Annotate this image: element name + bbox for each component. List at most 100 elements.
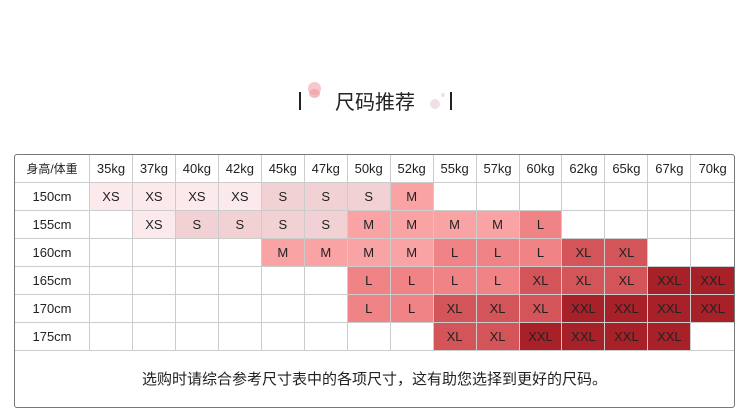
size-cell: XL (604, 238, 649, 267)
weight-header: 70kg (690, 155, 734, 183)
size-cell: S (346, 182, 391, 211)
size-cell: XXL (690, 294, 734, 323)
size-cell (303, 322, 348, 351)
size-cell (690, 238, 734, 267)
size-cell: S (303, 182, 348, 211)
size-cell: XXL (561, 322, 606, 351)
size-cell: M (389, 238, 434, 267)
size-cell (131, 322, 176, 351)
weight-header: 57kg (475, 155, 520, 183)
size-cell (174, 294, 219, 323)
size-cell (89, 266, 133, 295)
size-cell: M (475, 210, 520, 239)
height-label: 150cm (15, 182, 90, 211)
size-cell (604, 210, 649, 239)
table-row: 150cm XS XS XS XS S S S M (15, 182, 734, 211)
size-cell (89, 322, 133, 351)
size-cell (303, 294, 348, 323)
size-cell: XS (89, 182, 133, 211)
size-cell (690, 182, 734, 211)
size-cell: L (475, 238, 520, 267)
size-cell: XS (131, 210, 176, 239)
size-cell (89, 294, 133, 323)
size-cell (217, 294, 262, 323)
size-cell: L (518, 238, 563, 267)
size-cell: XXL (518, 322, 563, 351)
size-table: 身高/体重 35kg 37kg 40kg 42kg 45kg 47kg 50kg 52kg 55k… (15, 155, 734, 351)
height-label: 165cm (15, 266, 90, 295)
footer-note: 选购时请综合参考尺寸表中的各项尺寸，这有助您选择到更好的尺码。 (141, 370, 607, 388)
weight-header: 60kg (518, 155, 563, 183)
weight-header: 45kg (260, 155, 305, 183)
decorative-dot (430, 99, 440, 109)
size-cell: L (518, 210, 563, 239)
size-cell: M (346, 210, 391, 239)
header-row: 身高/体重 35kg 37kg 40kg 42kg 45kg 47kg 50kg 52kg 55k… (15, 155, 734, 183)
size-cell (647, 210, 692, 239)
size-cell: M (260, 238, 305, 267)
size-cell: XL (518, 266, 563, 295)
weight-header: 52kg (389, 155, 434, 183)
size-cell: XL (561, 266, 606, 295)
size-cell: XXL (647, 294, 692, 323)
size-cell (690, 210, 734, 239)
size-cell: S (260, 210, 305, 239)
table-row: 175cm XL XL XXL XXL XXL XXL (15, 322, 734, 351)
size-cell: S (217, 210, 262, 239)
size-cell (131, 238, 176, 267)
size-cell: XXL (604, 322, 649, 351)
size-cell (260, 294, 305, 323)
size-cell: XL (604, 266, 649, 295)
size-cell: XL (561, 238, 606, 267)
size-cell: XXL (604, 294, 649, 323)
size-cell (647, 238, 692, 267)
size-cell: L (432, 238, 477, 267)
size-cell (518, 182, 563, 211)
size-chart: 身高/体重 35kg 37kg 40kg 42kg 45kg 47kg 50kg 52kg 55k… (14, 154, 735, 408)
size-cell (131, 294, 176, 323)
table-row: 160cm M M M M L L L XL XL (15, 238, 734, 267)
weight-header: 37kg (131, 155, 176, 183)
size-cell (217, 238, 262, 267)
size-cell (174, 238, 219, 267)
size-cell: L (475, 266, 520, 295)
height-label: 155cm (15, 210, 90, 239)
size-cell: XL (432, 322, 477, 351)
size-cell: S (303, 210, 348, 239)
size-cell (389, 322, 434, 351)
size-cell: XXL (647, 322, 692, 351)
weight-header: 65kg (604, 155, 649, 183)
size-cell: XS (174, 182, 219, 211)
size-cell (131, 266, 176, 295)
weight-header: 55kg (432, 155, 477, 183)
size-cell (346, 322, 391, 351)
size-cell: XL (518, 294, 563, 323)
size-cell: S (174, 210, 219, 239)
height-label: 160cm (15, 238, 90, 267)
size-cell (303, 266, 348, 295)
size-cell (561, 182, 606, 211)
page-title: 尺码推荐 (335, 90, 415, 114)
size-cell: L (346, 266, 391, 295)
corner-label: 身高/体重 (15, 155, 90, 183)
size-cell: XL (475, 294, 520, 323)
size-cell: M (432, 210, 477, 239)
size-cell (647, 182, 692, 211)
size-cell (89, 238, 133, 267)
weight-header: 67kg (647, 155, 692, 183)
size-cell (217, 266, 262, 295)
table-row: 170cm L L XL XL XL XXL XXL XXL XXL (15, 294, 734, 323)
table-row: 155cm XS S S S S M M M M L (15, 210, 734, 239)
size-cell (561, 210, 606, 239)
size-cell: XL (432, 294, 477, 323)
size-cell (432, 182, 477, 211)
height-label: 175cm (15, 322, 90, 351)
weight-header: 50kg (346, 155, 391, 183)
size-cell (217, 322, 262, 351)
size-cell: XS (131, 182, 176, 211)
size-cell: XXL (647, 266, 692, 295)
size-cell (174, 266, 219, 295)
size-cell (174, 322, 219, 351)
size-cell: L (432, 266, 477, 295)
size-cell: L (346, 294, 391, 323)
